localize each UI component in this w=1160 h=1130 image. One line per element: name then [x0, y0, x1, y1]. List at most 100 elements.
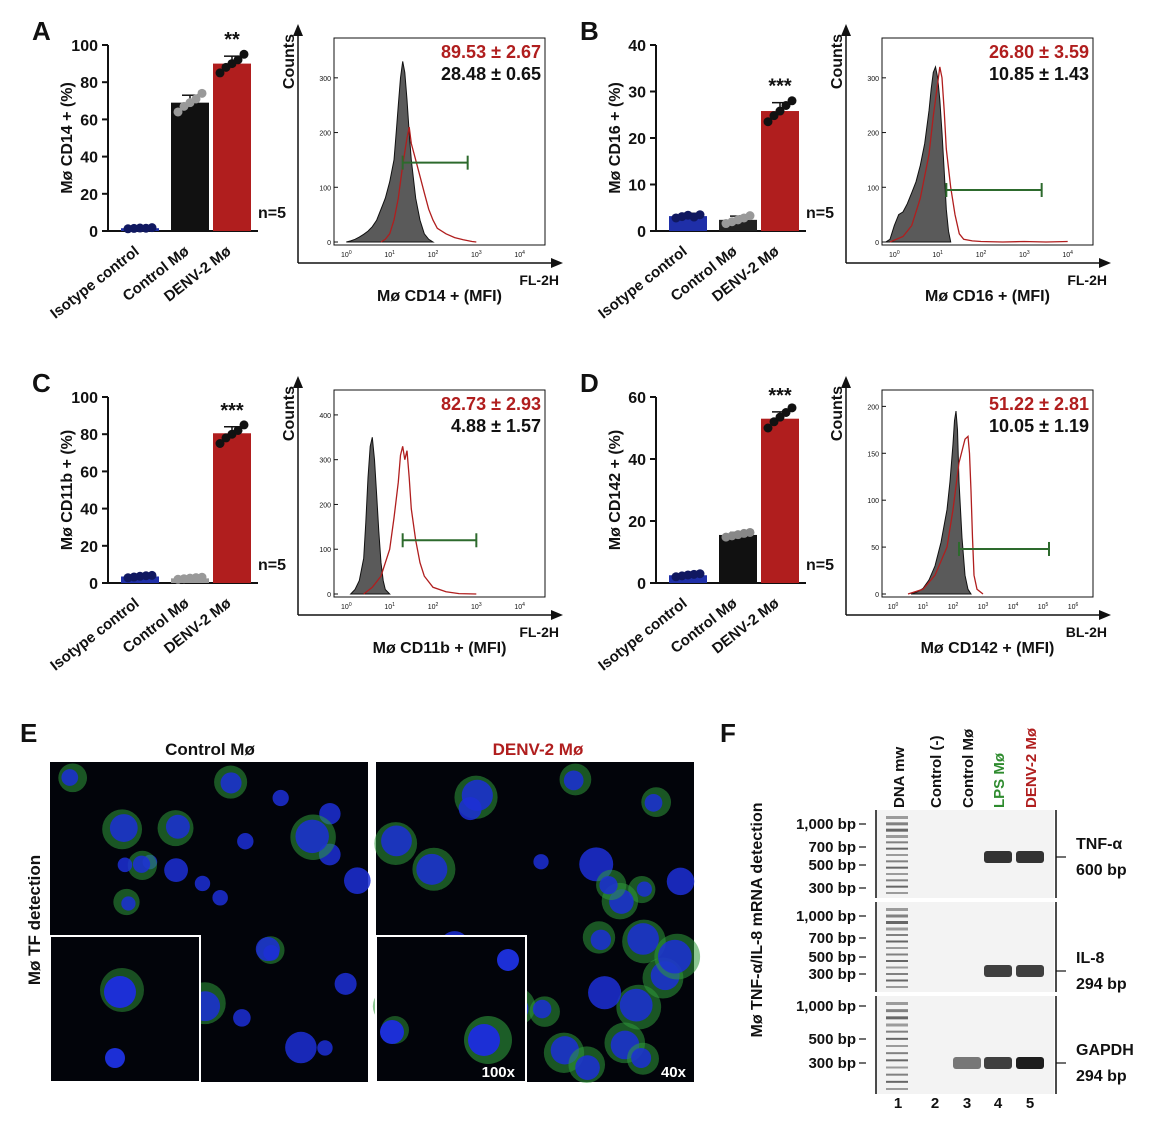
- nucleus: [272, 789, 289, 807]
- x-axis-arrow: [1099, 610, 1111, 620]
- product-size-label: 600 bp: [1076, 862, 1127, 879]
- ladder-band: [886, 921, 908, 924]
- nucleus: [132, 855, 151, 873]
- hist-x-tick-label: 102: [948, 602, 959, 611]
- histogram-x-label: Mø CD142 + (MFI): [921, 640, 1055, 657]
- ladder-band: [886, 892, 908, 894]
- hist-y-tick-label: 0: [875, 240, 879, 247]
- histogram-frame: [333, 389, 546, 598]
- histogram-x-label: Mø CD16 + (MFI): [925, 288, 1050, 305]
- nucleus: [317, 1040, 333, 1056]
- hist-x-tick-exponent: 4: [1070, 250, 1073, 256]
- panel-letter-d: D: [580, 368, 599, 398]
- nucleus: [285, 1031, 317, 1064]
- panel-letter-c: C: [32, 368, 51, 398]
- bar-y-tick-label: 0: [89, 224, 98, 241]
- ladder-band: [886, 914, 908, 918]
- nucleus: [105, 1048, 125, 1068]
- histogram-y-label: Counts: [829, 34, 846, 89]
- channel-label: FL-2H: [519, 624, 559, 640]
- ladder-label: 500 bp: [808, 949, 856, 966]
- product-size-label: 294 bp: [1076, 1068, 1127, 1085]
- hist-y-tick-label: 400: [319, 413, 331, 420]
- gel-band: [984, 1057, 1012, 1069]
- hist-x-tick-exponent: 0: [896, 602, 899, 608]
- nucleus: [458, 797, 482, 821]
- ladder-band: [886, 908, 908, 911]
- nucleus: [121, 896, 136, 911]
- hist-x-tick-exponent: 6: [1076, 602, 1079, 608]
- bar-y-tick-label: 30: [628, 85, 646, 102]
- hist-x-tick-exponent: 0: [349, 250, 352, 256]
- histogram-y-label: Counts: [281, 386, 298, 441]
- nucleus: [575, 1055, 600, 1080]
- ladder-band: [886, 947, 908, 949]
- hist-x-tick-label: 104: [514, 602, 525, 611]
- micrographs: [49, 762, 701, 1083]
- lane-label: DNA mw: [891, 747, 908, 808]
- bar-y-tick-label: 60: [628, 390, 646, 407]
- nucleus: [117, 857, 133, 873]
- hist-x-tick-label: 103: [471, 602, 482, 611]
- ladder-band: [886, 1080, 908, 1083]
- ladder-label: 1,000 bp: [796, 908, 856, 925]
- ladder-band: [886, 854, 908, 856]
- nucleus: [295, 819, 329, 854]
- treated-histogram: [380, 126, 477, 243]
- data-point: [147, 223, 157, 233]
- ladder-band: [886, 860, 908, 863]
- lane-label: Control Mø: [960, 728, 977, 808]
- hist-x-tick-label: 103: [471, 250, 482, 259]
- hist-x-tick-label: 100: [341, 250, 352, 259]
- lane-number: 2: [931, 1095, 939, 1112]
- sample-size-label: n=5: [258, 205, 286, 222]
- bar-y-tick-label: 20: [80, 539, 98, 556]
- histogram-frame: [333, 37, 546, 246]
- data-point: [763, 117, 773, 127]
- ladder-label: 500 bp: [808, 1031, 856, 1048]
- gel-band: [1016, 965, 1044, 977]
- ladder-band: [886, 966, 908, 969]
- data-point: [695, 569, 705, 579]
- bar-y-label: Mø CD14 + (%): [59, 82, 76, 194]
- data-point: [173, 107, 183, 117]
- gel-3: 1,000 bp 500 bp 300 bp GAPDH 294 bp: [796, 996, 1134, 1094]
- ladder-band: [886, 1052, 908, 1055]
- sample-size-label: n=5: [806, 557, 834, 574]
- ladder-label: 700 bp: [808, 930, 856, 947]
- hist-x-tick-exponent: 2: [436, 250, 439, 256]
- hist-x-tick-label: 101: [384, 602, 395, 611]
- data-point: [787, 96, 797, 106]
- hist-x-tick-exponent: 4: [522, 602, 525, 608]
- panel-letter-b: B: [580, 16, 599, 46]
- bar-y-label: Mø CD142 + (%): [607, 430, 624, 550]
- bar-category-label: Isotype control: [47, 243, 142, 323]
- hist-x-tick-label: 103: [1019, 250, 1030, 259]
- y-axis-arrow: [293, 24, 303, 36]
- ladder-band: [886, 979, 908, 982]
- hist-y-tick-label: 300: [319, 458, 331, 465]
- nucleus: [212, 889, 228, 906]
- ladder-band: [886, 879, 908, 882]
- bar-category-label: Isotype control: [595, 595, 690, 675]
- y-axis-arrow: [841, 376, 851, 388]
- nucleus: [380, 1020, 404, 1044]
- hist-x-tick-exponent: 1: [926, 602, 929, 608]
- data-point: [239, 49, 249, 59]
- hist-x-tick-exponent: 1: [392, 602, 395, 608]
- hist-y-tick-label: 100: [319, 547, 331, 554]
- hist-y-tick-label: 0: [327, 240, 331, 247]
- panel-letter-a: A: [32, 16, 51, 46]
- stat-treated: 89.53 ± 2.67: [441, 42, 541, 62]
- data-point: [745, 527, 755, 537]
- ladder-band: [886, 822, 908, 826]
- bar-y-tick-label: 100: [71, 390, 98, 407]
- product-size-label: 294 bp: [1076, 976, 1127, 993]
- ladder-band: [886, 973, 908, 975]
- ladder-band: [886, 1045, 908, 1047]
- nucleus: [636, 881, 652, 897]
